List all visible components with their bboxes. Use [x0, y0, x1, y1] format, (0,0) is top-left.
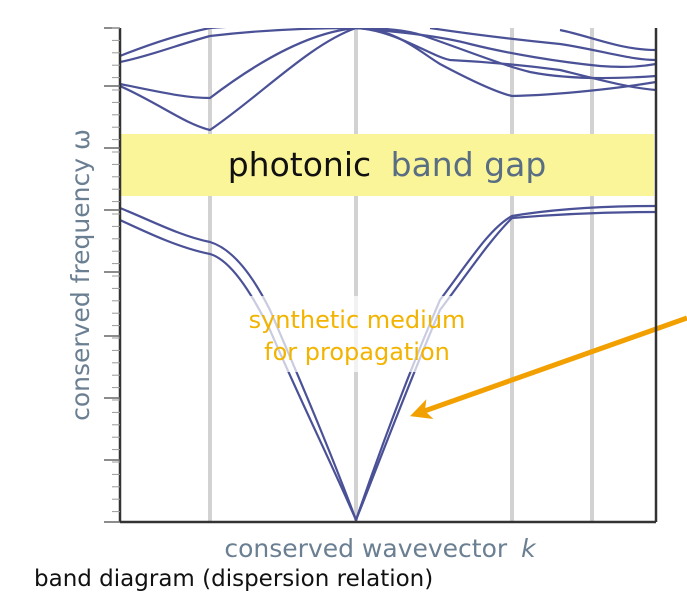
band-curves [120, 28, 656, 522]
x-axis-label: conserved wavevector k [224, 534, 537, 563]
grid-lines [208, 28, 594, 522]
annotation-line-2: for propagation [264, 338, 450, 366]
y-axis-ticks [104, 27, 120, 523]
upper-band-5 [429, 28, 656, 62]
band-gap-word-gap: band gap [391, 145, 547, 184]
lower-band-2 [120, 210, 656, 522]
upper-band-6 [559, 28, 656, 52]
x-axis-label-symbol: k [521, 534, 537, 563]
annotation-line-1: synthetic medium [249, 306, 466, 334]
y-axis-minor-ticks [112, 27, 120, 513]
x-axis-label-text: conserved wavevector [224, 534, 508, 563]
axes-frame [118, 28, 658, 524]
annotation-backdrop [232, 296, 484, 372]
arrow-left-icon [410, 315, 687, 419]
upper-band-1 [120, 28, 656, 68]
upper-band-4 [120, 28, 656, 132]
y-axis-label: conserved frequency ω [66, 129, 95, 421]
upper-band-2 [120, 28, 656, 80]
band-gap-bar [120, 134, 654, 196]
band-gap-word-photonic: photonic [228, 145, 371, 184]
figure-caption: band diagram (dispersion relation) [34, 566, 434, 592]
band-gap-label: photonic band gap [228, 145, 547, 184]
